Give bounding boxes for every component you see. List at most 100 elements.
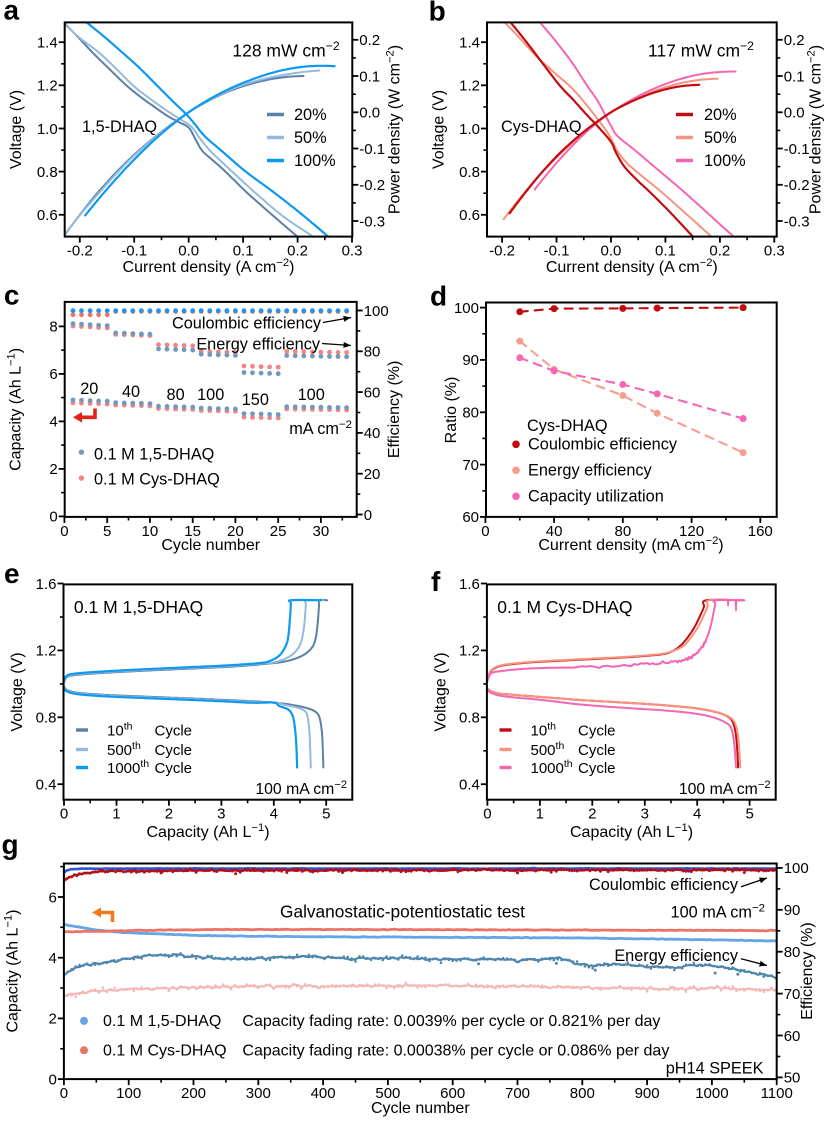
svg-text:2: 2 <box>588 806 596 823</box>
svg-text:2: 2 <box>165 806 173 823</box>
svg-text:6: 6 <box>49 889 57 906</box>
svg-text:10: 10 <box>142 523 159 540</box>
svg-text:Cycle: Cycle <box>578 760 616 777</box>
svg-text:Cycle: Cycle <box>155 742 193 759</box>
svg-text:1000: 1000 <box>695 1085 728 1102</box>
svg-text:3: 3 <box>217 806 225 823</box>
svg-text:0.0: 0.0 <box>178 243 199 260</box>
svg-text:0: 0 <box>60 1085 68 1102</box>
svg-text:0.0: 0.0 <box>601 243 622 260</box>
svg-text:5: 5 <box>745 806 753 823</box>
svg-text:mA cm−2: mA cm−2 <box>289 419 352 438</box>
svg-text:-0.1: -0.1 <box>121 243 147 260</box>
svg-text:Efficiency (%): Efficiency (%) <box>386 361 403 459</box>
svg-text:0: 0 <box>60 806 68 823</box>
svg-text:100: 100 <box>116 1085 141 1102</box>
svg-text:900: 900 <box>635 1085 660 1102</box>
svg-text:-0.1: -0.1 <box>784 141 810 158</box>
svg-text:0.2: 0.2 <box>709 243 730 260</box>
svg-text:15: 15 <box>184 523 201 540</box>
svg-text:0.2: 0.2 <box>359 32 380 49</box>
svg-text:-0.2: -0.2 <box>784 177 810 194</box>
svg-text:0.1: 0.1 <box>359 68 380 85</box>
svg-text:0: 0 <box>481 523 489 540</box>
svg-text:0.1 M 1,5-DHAQ: 0.1 M 1,5-DHAQ <box>94 446 214 464</box>
svg-text:Capacity fading rate: 0.00038%: Capacity fading rate: 0.00038% per cycle… <box>242 1043 669 1060</box>
svg-text:1.4: 1.4 <box>459 35 480 52</box>
svg-text:0.6: 0.6 <box>459 207 480 224</box>
svg-text:50: 50 <box>784 1070 801 1087</box>
svg-text:0.8: 0.8 <box>36 710 57 727</box>
svg-text:100: 100 <box>298 386 325 404</box>
svg-text:Capacity (Ah L−1): Capacity (Ah L−1) <box>5 348 24 471</box>
svg-text:1.6: 1.6 <box>36 576 57 593</box>
svg-text:100 mA cm−2: 100 mA cm−2 <box>671 902 765 921</box>
svg-text:1: 1 <box>536 806 544 823</box>
svg-text:400: 400 <box>311 1085 336 1102</box>
svg-text:4: 4 <box>49 950 57 967</box>
svg-text:-0.1: -0.1 <box>359 141 385 158</box>
svg-text:0.1 M Cys-DHAQ: 0.1 M Cys-DHAQ <box>103 1043 227 1060</box>
svg-text:Power density (W cm−2): Power density (W cm−2) <box>805 45 824 214</box>
svg-text:5: 5 <box>103 523 111 540</box>
svg-text:e: e <box>4 558 20 589</box>
svg-text:0.8: 0.8 <box>37 164 58 181</box>
svg-text:Cycle: Cycle <box>578 722 616 739</box>
svg-text:0.2: 0.2 <box>287 243 308 260</box>
svg-text:Energy efficiency: Energy efficiency <box>528 462 653 480</box>
svg-text:300: 300 <box>246 1085 271 1102</box>
svg-text:1.6: 1.6 <box>459 576 480 593</box>
svg-text:800: 800 <box>570 1085 595 1102</box>
svg-text:1: 1 <box>112 806 120 823</box>
svg-text:-0.2: -0.2 <box>489 243 515 260</box>
svg-text:Energy efficiency: Energy efficiency <box>614 947 739 965</box>
svg-text:80: 80 <box>167 386 185 404</box>
svg-text:0: 0 <box>483 806 491 823</box>
svg-text:128 mW cm−2: 128 mW cm−2 <box>232 39 339 61</box>
svg-text:c: c <box>4 279 20 310</box>
svg-text:117 mW cm−2: 117 mW cm−2 <box>648 39 754 61</box>
svg-text:60: 60 <box>364 384 381 401</box>
svg-text:20: 20 <box>80 380 98 398</box>
svg-text:100 mA cm−2: 100 mA cm−2 <box>679 779 771 798</box>
svg-text:20: 20 <box>364 466 381 483</box>
svg-text:160: 160 <box>748 523 773 540</box>
svg-text:-0.2: -0.2 <box>67 243 93 260</box>
svg-text:Power density (W cm−2): Power density (W cm−2) <box>384 45 403 214</box>
svg-text:Ratio (%): Ratio (%) <box>443 377 460 444</box>
svg-text:3: 3 <box>641 806 649 823</box>
svg-text:Cycle number: Cycle number <box>371 1100 470 1117</box>
svg-text:100: 100 <box>454 300 479 317</box>
svg-text:0.0: 0.0 <box>784 105 805 122</box>
svg-text:600: 600 <box>440 1085 465 1102</box>
svg-text:0.1: 0.1 <box>233 243 254 260</box>
svg-text:20: 20 <box>227 523 244 540</box>
svg-text:-0.3: -0.3 <box>359 213 385 230</box>
svg-text:80: 80 <box>784 944 801 961</box>
svg-text:0: 0 <box>49 1071 57 1088</box>
svg-text:Galvanostatic-potentiostatic t: Galvanostatic-potentiostatic test <box>280 902 525 922</box>
svg-text:1.2: 1.2 <box>459 643 480 660</box>
svg-text:-0.3: -0.3 <box>784 213 810 230</box>
svg-text:20%: 20% <box>294 106 327 124</box>
svg-text:1000th: 1000th <box>531 758 573 777</box>
svg-text:100: 100 <box>784 860 809 877</box>
svg-text:0.6: 0.6 <box>37 207 58 224</box>
svg-text:0: 0 <box>49 509 57 526</box>
svg-text:70: 70 <box>784 986 801 1003</box>
svg-text:d: d <box>430 281 447 312</box>
svg-text:50%: 50% <box>704 129 737 147</box>
svg-text:Cys-DHAQ: Cys-DHAQ <box>501 118 582 136</box>
svg-text:2: 2 <box>49 461 57 478</box>
svg-text:80: 80 <box>462 405 479 422</box>
svg-text:40: 40 <box>546 523 563 540</box>
svg-text:Voltage (V): Voltage (V) <box>8 90 25 169</box>
svg-text:4: 4 <box>693 806 701 823</box>
svg-text:Voltage (V): Voltage (V) <box>433 652 450 731</box>
svg-text:Voltage (V): Voltage (V) <box>431 90 448 169</box>
svg-text:Current density (A cm−2): Current density (A cm−2) <box>546 257 718 276</box>
svg-text:80: 80 <box>364 344 381 361</box>
svg-text:Coulombic efficiency: Coulombic efficiency <box>528 436 678 454</box>
svg-text:80: 80 <box>614 523 631 540</box>
svg-text:40: 40 <box>364 425 381 442</box>
